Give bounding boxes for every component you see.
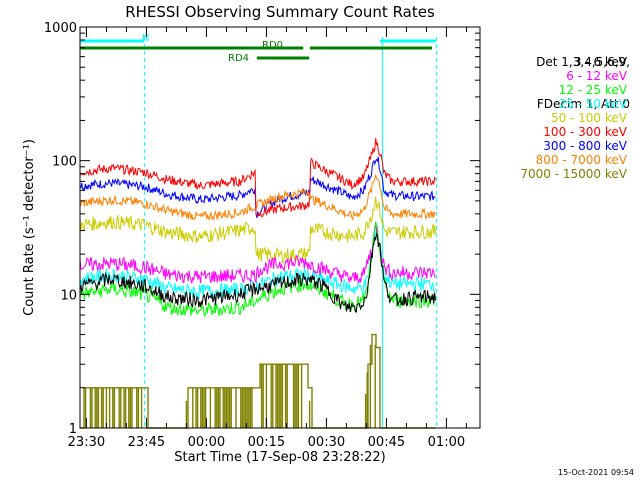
x-tick-label-0100: 01:00: [428, 435, 465, 450]
series-line-6-12-kev: [79, 222, 436, 284]
chart-title: RHESSI Observing Summary Count Rates: [125, 3, 435, 21]
x-tick-label-2345: 23:45: [128, 435, 165, 450]
legend-entry-3: 25 - 50 keV: [558, 97, 627, 111]
series-line-50-100-kev: [79, 196, 436, 264]
flag-label-n: N: [142, 33, 149, 44]
series-line-7000-15000-kev: [80, 333, 436, 429]
legend: 3 - 6 keV 6 - 12 keV 12 - 25 keV 25 - 50 ke…: [440, 55, 627, 181]
series-line-12-25-kev: [79, 221, 436, 318]
y-tick-label-100: 100: [52, 155, 77, 170]
flag-label-rd4: RD4: [228, 53, 249, 64]
legend-entry-2: 12 - 25 keV: [558, 83, 627, 97]
x-axis-title: Start Time (17-Sep-08 23:28:22): [174, 450, 385, 465]
legend-entry-0: 3 - 6 keV: [573, 55, 627, 69]
legend-entry-7: 800 - 7000 keV: [535, 153, 627, 167]
detector-info-line-1: Det 1,3,4,5,6,9,: [536, 55, 630, 69]
generation-timestamp: 15-Oct-2021 09:54: [558, 468, 634, 477]
legend-entry-8: 7000 - 15000 keV: [520, 167, 627, 181]
legend-entry-5: 100 - 300 keV: [543, 125, 627, 139]
series-line-800-7000-kev: [79, 173, 436, 222]
legend-entry-4: 50 - 100 keV: [550, 111, 627, 125]
y-tick-label-1: 1: [69, 422, 77, 437]
plot-frame: [79, 26, 481, 429]
series-line-100-300-kev: [79, 138, 436, 218]
x-tick-label-0030: 00:30: [308, 435, 345, 450]
x-tick-label-2330: 23:30: [68, 435, 105, 450]
y-tick-label-1000: 1000: [44, 21, 77, 36]
x-tick-label-0000: 00:00: [188, 435, 225, 450]
x-tick-label-0015: 00:15: [248, 435, 285, 450]
legend-entry-6: 300 - 800 keV: [543, 139, 627, 153]
flag-label-rd0: RD0: [262, 40, 283, 51]
x-tick-label-0045: 00:45: [368, 435, 405, 450]
y-tick-label-10: 10: [60, 288, 77, 303]
y-axis-title: Count Rate (s⁻¹ detector⁻¹): [22, 139, 37, 316]
legend-entry-1: 6 - 12 keV: [566, 69, 627, 83]
detector-info: Det 1,3,4,5,6,9, FDecim 1, Att 0: [450, 27, 630, 125]
detector-info-line-2: FDecim 1, Att 0: [536, 97, 630, 111]
series-line-3-6-kev: [79, 231, 436, 313]
series-line-300-800-kev: [79, 156, 436, 219]
